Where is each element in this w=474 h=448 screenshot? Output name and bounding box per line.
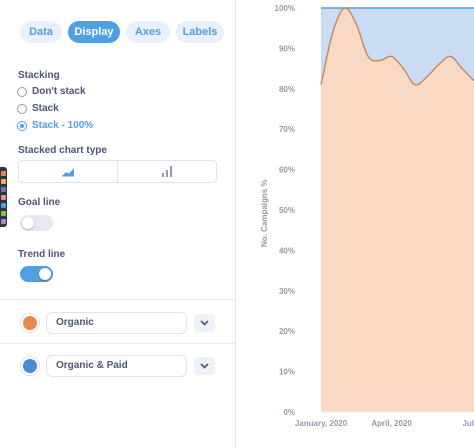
y-tick-label: 100% (275, 4, 295, 13)
series-row-organic-paid: Organic & Paid (18, 355, 218, 377)
tab-axes[interactable]: Axes (126, 21, 170, 43)
divider (0, 343, 236, 344)
area-chart-icon (62, 167, 74, 176)
radio-label: Don't stack (32, 86, 86, 97)
x-tick-label: Jul (462, 419, 474, 428)
color-palette-strip[interactable] (0, 167, 7, 227)
stacked-chart-type-selector (18, 160, 217, 183)
series-row-organic: Organic (18, 312, 218, 334)
y-tick-label: 0% (283, 408, 295, 417)
x-tick-label: April, 2020 (371, 419, 412, 428)
area-chart-option[interactable] (19, 161, 117, 182)
goal-line-toggle[interactable] (20, 215, 53, 231)
stacked-area-chart: 0% 10% 20% 30% 40% 50% 60% 70% 80% 90% 100% January… (275, 4, 474, 428)
radio-label: Stack (32, 103, 59, 114)
radio-button[interactable] (17, 120, 27, 131)
series-expand-button[interactable] (194, 357, 215, 375)
series-name-input[interactable]: Organic & Paid (46, 355, 187, 377)
palette-dot (1, 219, 6, 224)
palette-dot (1, 187, 6, 192)
bar-chart-option[interactable] (117, 161, 216, 182)
y-tick-label: 10% (279, 368, 295, 377)
series-color-swatch[interactable] (21, 357, 39, 375)
palette-dot (1, 211, 6, 216)
radio-dont-stack[interactable]: Don't stack (17, 86, 86, 97)
toggle-knob (39, 268, 51, 280)
y-tick-label: 90% (279, 44, 295, 53)
x-tick-label: January, 2020 (295, 419, 348, 428)
tab-display[interactable]: Display (68, 21, 120, 43)
settings-panel: Data Display Axes Labels Stacking Don't … (0, 0, 236, 448)
y-axis-label: No. Campaigns % (260, 179, 269, 247)
series-expand-button[interactable] (194, 314, 215, 332)
series-name-input[interactable]: Organic (46, 312, 187, 334)
palette-dot (1, 195, 6, 200)
y-tick-label: 30% (279, 287, 295, 296)
palette-dot (1, 203, 6, 208)
tab-labels[interactable]: Labels (176, 21, 224, 43)
radio-button[interactable] (17, 86, 27, 97)
chevron-down-icon (200, 363, 209, 369)
tab-data[interactable]: Data (20, 21, 62, 43)
radio-label: Stack - 100% (32, 120, 94, 131)
radio-button[interactable] (17, 103, 27, 114)
palette-dot (1, 171, 6, 176)
settings-tabs: Data Display Axes Labels (20, 21, 224, 43)
y-tick-label: 40% (279, 246, 295, 255)
palette-dot (1, 179, 6, 184)
y-tick-label: 20% (279, 327, 295, 336)
goal-line-label: Goal line (18, 197, 61, 208)
chart-area: 0% 10% 20% 30% 40% 50% 60% 70% 80% 90% 100% January… (237, 0, 474, 448)
trend-line-label: Trend line (18, 249, 66, 260)
y-tick-label: 70% (279, 125, 295, 134)
series-color-swatch[interactable] (21, 314, 39, 332)
series-area-organic (321, 7, 474, 412)
chevron-down-icon (200, 320, 209, 326)
toggle-knob (22, 217, 34, 229)
divider (0, 299, 236, 300)
series-area-organic-paid (321, 7, 474, 85)
radio-stack-100[interactable]: Stack - 100% (17, 120, 93, 131)
stacking-label: Stacking (18, 70, 60, 81)
series-line-organic (320, 7, 474, 86)
bar-chart-icon (162, 166, 172, 177)
radio-stack[interactable]: Stack (17, 103, 59, 114)
y-tick-label: 60% (279, 166, 295, 175)
trend-line-toggle[interactable] (20, 266, 53, 282)
stacked-chart-type-label: Stacked chart type (18, 145, 107, 156)
y-tick-label: 50% (279, 206, 295, 215)
y-tick-label: 80% (279, 85, 295, 94)
